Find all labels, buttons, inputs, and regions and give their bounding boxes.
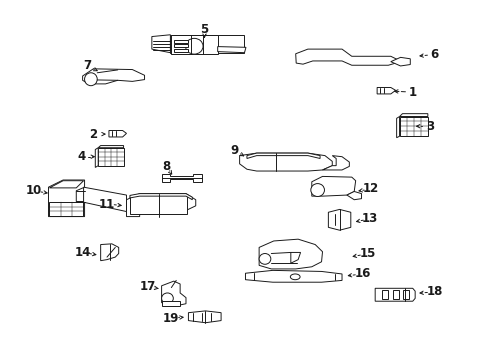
Ellipse shape — [185, 39, 203, 54]
Text: 19: 19 — [163, 311, 179, 325]
Text: 3: 3 — [425, 120, 433, 133]
Text: 4: 4 — [77, 150, 85, 163]
Ellipse shape — [84, 73, 97, 86]
Text: 15: 15 — [359, 247, 375, 260]
Polygon shape — [130, 194, 192, 200]
Text: 6: 6 — [429, 48, 438, 61]
Polygon shape — [328, 210, 350, 230]
Text: 14: 14 — [74, 246, 91, 259]
Text: 10: 10 — [26, 184, 42, 197]
Polygon shape — [290, 252, 300, 263]
Bar — [98, 148, 123, 166]
Text: 12: 12 — [363, 183, 379, 195]
Bar — [174, 49, 187, 51]
Ellipse shape — [259, 253, 270, 264]
Bar — [381, 290, 387, 299]
Text: 17: 17 — [140, 280, 156, 293]
Text: 13: 13 — [362, 212, 378, 225]
Polygon shape — [396, 117, 399, 138]
Polygon shape — [376, 87, 395, 94]
Polygon shape — [161, 281, 185, 306]
Polygon shape — [217, 46, 245, 53]
Polygon shape — [48, 180, 84, 217]
Bar — [174, 44, 187, 47]
Polygon shape — [311, 176, 355, 196]
Text: 7: 7 — [83, 59, 91, 72]
Polygon shape — [101, 244, 119, 261]
Ellipse shape — [290, 274, 300, 280]
Ellipse shape — [310, 184, 324, 197]
Bar — [171, 35, 217, 54]
Text: 9: 9 — [230, 144, 238, 157]
Polygon shape — [399, 114, 427, 117]
Polygon shape — [188, 311, 221, 323]
Polygon shape — [83, 187, 126, 212]
Polygon shape — [152, 35, 170, 53]
Polygon shape — [322, 156, 348, 170]
Bar — [403, 290, 408, 299]
Bar — [399, 117, 427, 136]
Text: 18: 18 — [426, 285, 442, 298]
Bar — [392, 290, 398, 299]
Polygon shape — [82, 69, 144, 84]
Ellipse shape — [161, 293, 173, 304]
Polygon shape — [390, 57, 409, 66]
Bar — [49, 202, 82, 216]
Text: 2: 2 — [89, 127, 97, 141]
Polygon shape — [259, 239, 322, 269]
Polygon shape — [374, 288, 414, 301]
Bar — [174, 40, 187, 43]
Polygon shape — [346, 192, 361, 200]
Polygon shape — [126, 194, 195, 217]
Polygon shape — [246, 153, 320, 158]
Polygon shape — [49, 181, 83, 188]
Text: 5: 5 — [200, 23, 208, 36]
Polygon shape — [161, 301, 180, 306]
Polygon shape — [239, 153, 331, 171]
Polygon shape — [95, 148, 98, 167]
Polygon shape — [98, 145, 123, 148]
Text: 11: 11 — [99, 198, 115, 211]
Text: 1: 1 — [408, 86, 416, 99]
Text: 16: 16 — [354, 267, 370, 280]
Polygon shape — [170, 35, 244, 53]
Polygon shape — [245, 270, 341, 282]
Bar — [130, 195, 187, 214]
Polygon shape — [295, 49, 397, 65]
Text: 8: 8 — [162, 160, 170, 173]
Polygon shape — [161, 174, 201, 182]
Polygon shape — [109, 131, 126, 137]
